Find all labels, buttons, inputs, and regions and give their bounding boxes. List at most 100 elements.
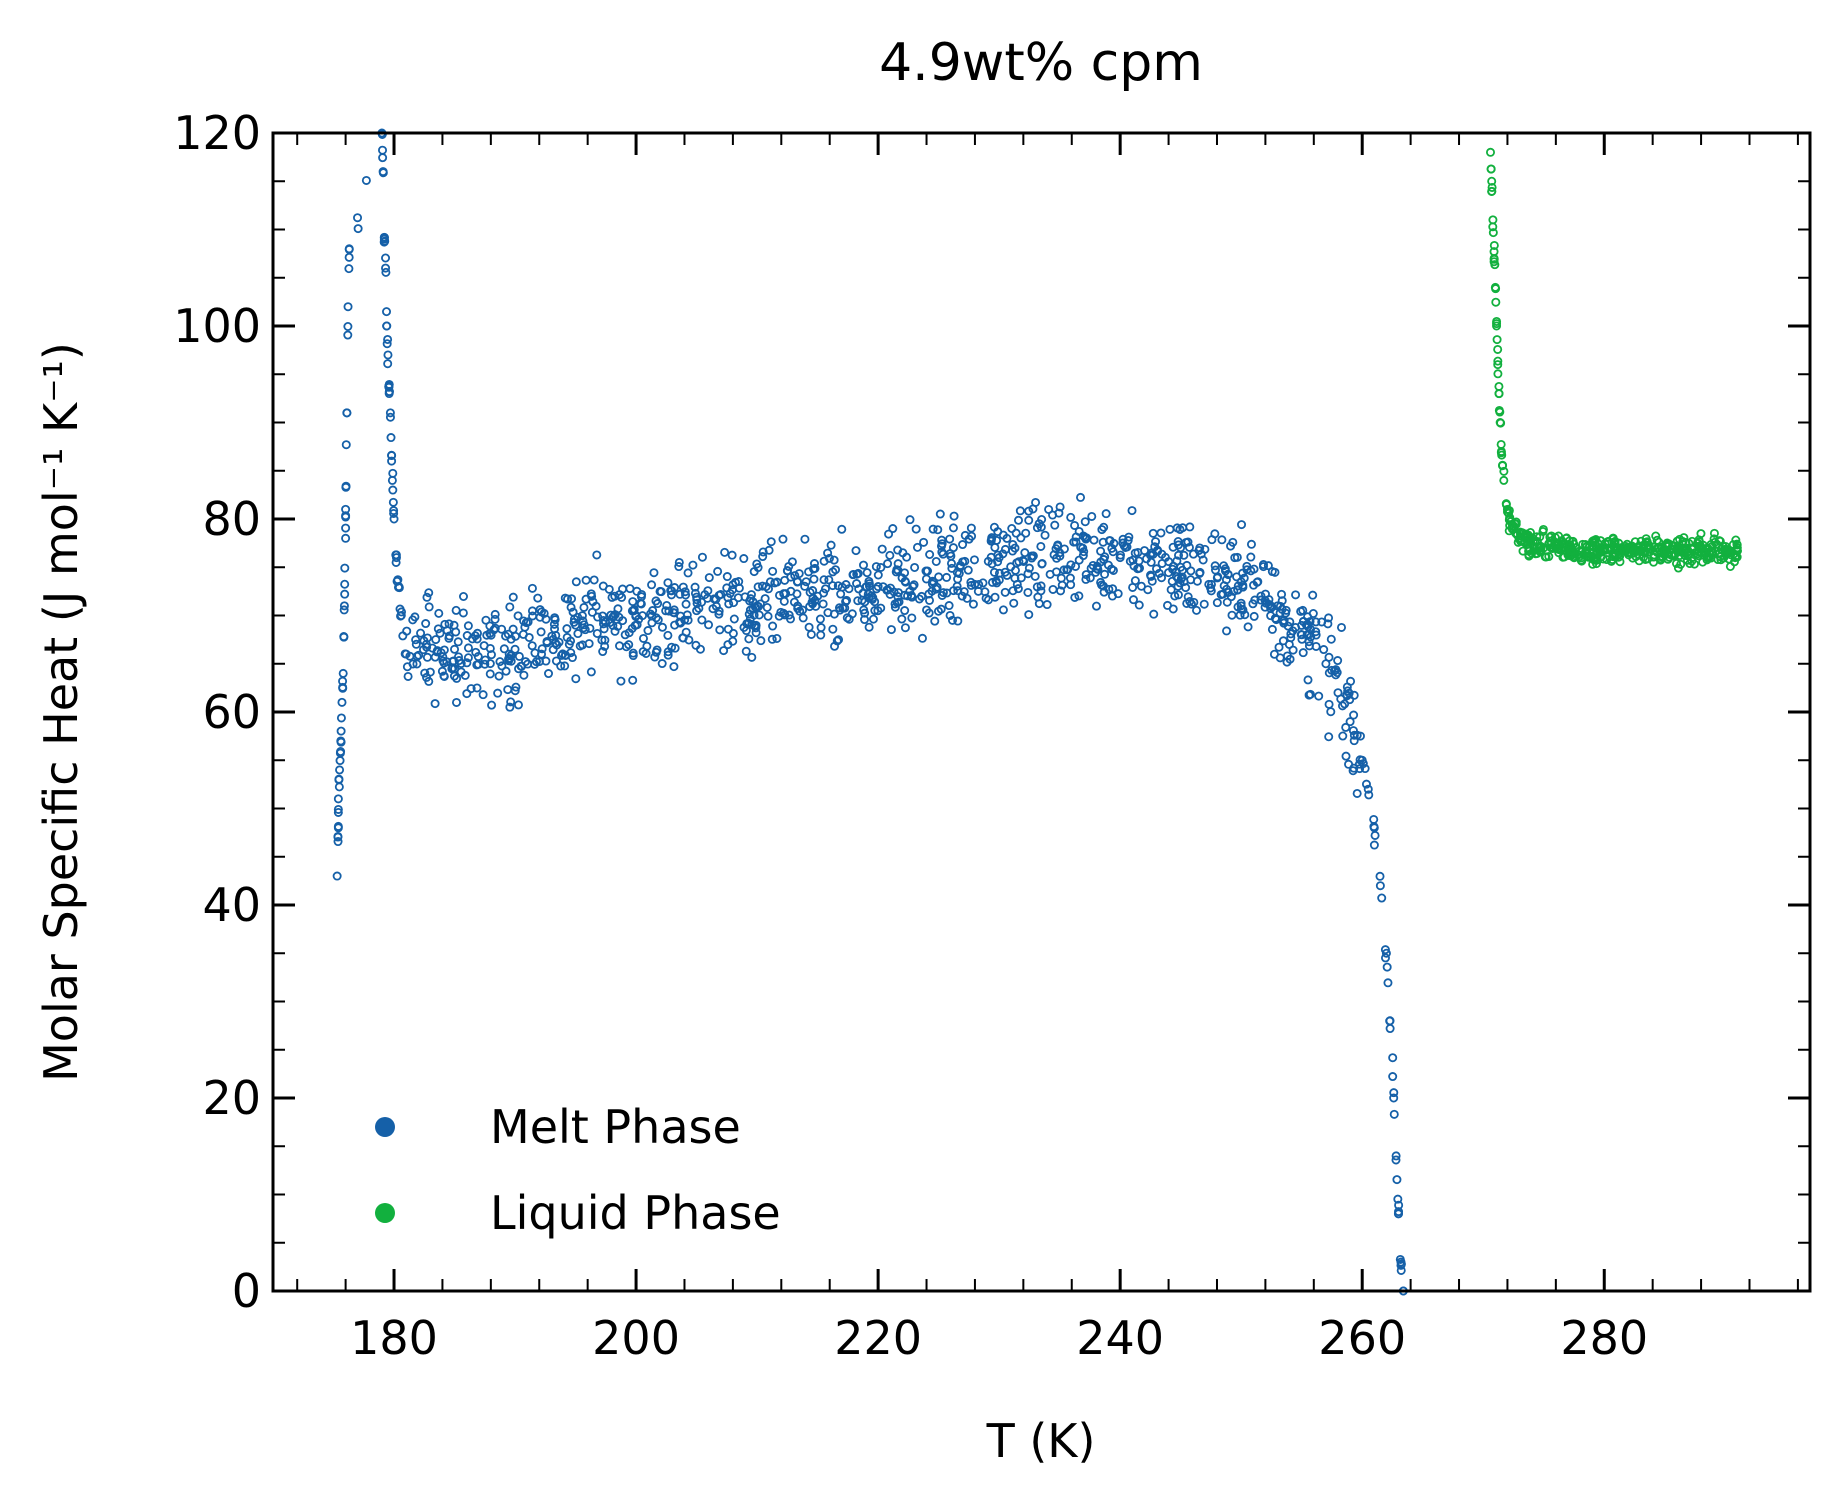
data-point — [1219, 561, 1229, 571]
data-point — [1153, 545, 1163, 555]
data-point — [643, 626, 653, 636]
data-point — [873, 570, 883, 580]
data-point — [1048, 584, 1058, 594]
x-axis-label: T (K) — [986, 1414, 1096, 1468]
data-point — [898, 548, 908, 558]
data-point — [1055, 551, 1065, 561]
data-point — [600, 635, 610, 645]
data-point — [527, 583, 537, 593]
data-point — [862, 568, 872, 578]
data-point — [462, 689, 472, 699]
data-point — [852, 569, 862, 579]
data-point — [1394, 1200, 1404, 1210]
data-point — [1326, 634, 1336, 644]
data-point — [564, 639, 574, 649]
x-tick-label: 280 — [1560, 1311, 1648, 1365]
data-point — [1277, 596, 1287, 606]
data-point — [681, 599, 691, 609]
data-point — [674, 562, 684, 572]
data-point — [471, 647, 481, 657]
data-point — [1331, 670, 1341, 680]
data-point — [388, 468, 398, 478]
data-point — [1174, 550, 1184, 560]
data-point — [959, 587, 969, 597]
data-point — [1136, 581, 1146, 591]
data-point — [1498, 461, 1508, 471]
data-point — [1391, 1151, 1401, 1161]
data-point — [472, 628, 482, 638]
data-point — [905, 515, 915, 525]
data-point — [901, 577, 911, 587]
data-point — [682, 610, 692, 620]
data-point — [864, 576, 874, 586]
data-point — [1173, 590, 1183, 600]
data-point — [983, 556, 993, 566]
data-point — [806, 629, 816, 639]
data-point — [624, 640, 634, 650]
data-point — [647, 580, 657, 590]
data-point — [994, 568, 1004, 578]
data-point — [1185, 522, 1195, 532]
data-point — [421, 619, 431, 629]
data-point — [678, 633, 688, 643]
data-point — [868, 614, 878, 624]
data-point — [444, 619, 454, 629]
data-point — [1081, 574, 1091, 584]
data-point — [411, 639, 421, 649]
data-point — [1311, 641, 1321, 651]
data-point — [537, 644, 547, 654]
data-point — [910, 562, 920, 572]
data-point — [911, 524, 921, 534]
data-point — [697, 552, 707, 562]
data-point — [1308, 609, 1318, 619]
data-point — [772, 634, 782, 644]
data-point — [1676, 559, 1686, 569]
data-point — [1336, 622, 1346, 632]
data-point — [753, 563, 763, 573]
data-point — [1063, 564, 1073, 574]
data-point — [897, 614, 907, 624]
data-point — [1489, 253, 1499, 263]
data-point — [766, 537, 776, 547]
data-point — [890, 602, 900, 612]
data-point — [1216, 590, 1226, 600]
data-point — [837, 524, 847, 534]
data-point — [945, 610, 955, 620]
data-point — [1267, 624, 1277, 634]
data-point — [1147, 576, 1157, 586]
data-point — [508, 592, 518, 602]
data-point — [1369, 840, 1379, 850]
data-point — [888, 524, 898, 534]
data-point — [332, 871, 342, 881]
data-point — [1578, 539, 1588, 549]
data-point — [1380, 953, 1390, 963]
data-point — [1227, 610, 1237, 620]
data-point — [1020, 548, 1030, 558]
data-point — [1352, 788, 1362, 798]
data-point — [566, 602, 576, 612]
data-point — [858, 560, 868, 570]
data-point — [762, 602, 772, 612]
data-point — [1629, 546, 1639, 556]
data-point — [381, 267, 391, 277]
data-point — [482, 630, 492, 640]
data-point — [1486, 164, 1496, 174]
data-point — [680, 587, 690, 597]
data-point — [1732, 546, 1742, 556]
data-point — [1162, 600, 1172, 610]
data-point — [666, 590, 676, 600]
data-point — [873, 582, 883, 592]
y-tick-label: 20 — [202, 1071, 261, 1125]
data-point — [704, 620, 714, 630]
data-point — [335, 765, 345, 775]
data-point — [1246, 539, 1256, 549]
data-point — [638, 633, 648, 643]
data-point — [945, 534, 955, 544]
data-point — [1487, 186, 1497, 196]
data-point — [1715, 536, 1725, 546]
data-point — [800, 534, 810, 544]
data-point — [1508, 524, 1518, 534]
data-point — [361, 175, 371, 185]
data-point — [1129, 561, 1139, 571]
data-point — [877, 544, 887, 554]
